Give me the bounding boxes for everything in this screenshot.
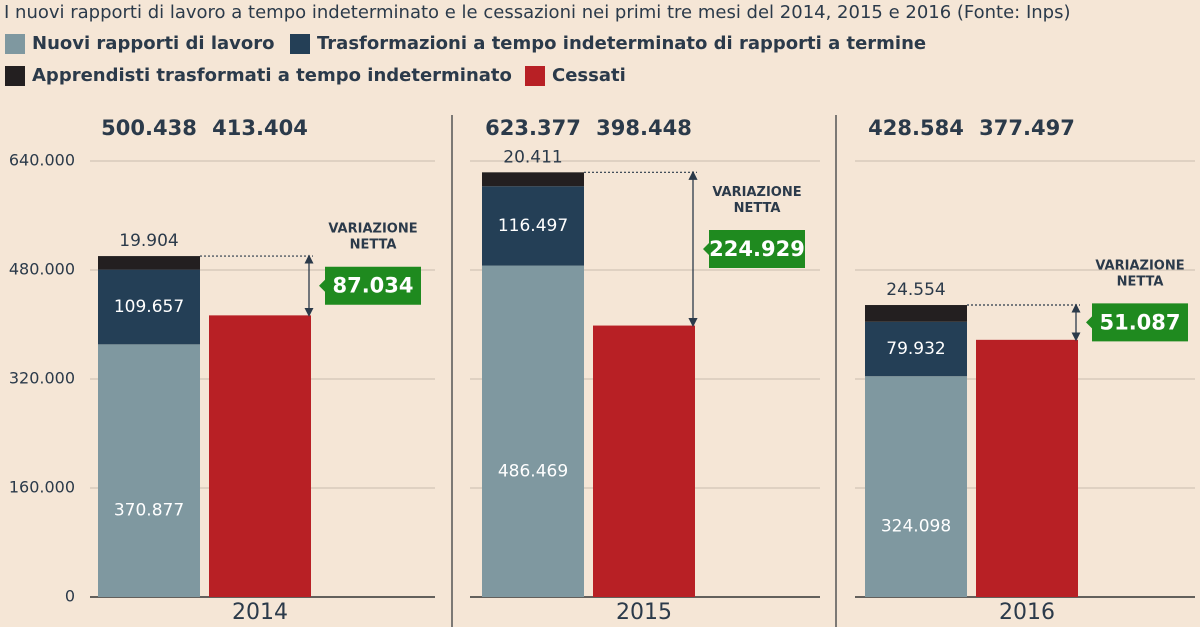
net-change-label: 87.034 [332,274,413,298]
legend-label: Apprendisti trasformati a tempo indeterm… [32,65,512,86]
net-change-box [703,229,805,268]
data-label: 370.877 [114,501,184,521]
bar [209,315,311,597]
bar-segment [865,321,967,377]
y-tick-label: 0 [65,587,75,606]
data-label: 109.657 [114,297,184,317]
data-label: 413.404 [212,116,308,140]
total-label: 500.438 [101,116,197,140]
bar-segment [98,269,200,345]
data-label: 486.469 [498,461,568,481]
data-label: 20.411 [503,147,562,167]
bar [593,325,695,597]
y-tick-label: 320.000 [9,369,75,388]
annotation: VARIAZIONE NETTA [1095,258,1184,289]
legend-label: Cessati [552,65,626,86]
net-change-label: 51.087 [1099,310,1180,334]
bar-segment [98,256,200,270]
legend-label: Nuovi rapporti di lavoro [32,33,274,54]
bar [976,339,1078,597]
legend-swatch [5,34,25,54]
annotation: VARIAZIONE NETTA [712,184,801,215]
bar-segment [482,186,584,266]
net-change-label: 224.929 [709,237,805,261]
net-change-box [1086,303,1188,342]
y-tick-label: 480.000 [9,260,75,279]
data-label: 116.497 [498,216,568,236]
legend-swatch [5,66,25,86]
chart-title: I nuovi rapporti di lavoro a tempo indet… [4,2,1071,23]
data-label: 377.497 [979,116,1075,140]
bar-segment [98,344,200,597]
total-label: 428.584 [868,116,964,140]
bar-segment [482,172,584,187]
legend-swatch [290,34,310,54]
legend-swatch [525,66,545,86]
annotation: VARIAZIONE NETTA [328,221,417,252]
data-label: 79.932 [886,339,945,359]
y-tick-label: 160.000 [9,478,75,497]
bar-segment [482,265,584,597]
bar-segment [865,305,967,322]
y-tick-label: 640.000 [9,151,75,170]
x-tick-label: 2015 [616,600,672,625]
data-label: 24.554 [886,280,945,300]
bar-segment [865,376,967,597]
data-label: 324.098 [881,517,951,537]
data-label: 19.904 [119,231,178,251]
data-label: 398.448 [596,116,692,140]
x-tick-label: 2016 [999,600,1055,625]
legend-label: Trasformazioni a tempo indeterminato di … [317,33,926,54]
total-label: 623.377 [485,116,581,140]
net-change-box [319,266,421,305]
x-tick-label: 2014 [232,600,288,625]
